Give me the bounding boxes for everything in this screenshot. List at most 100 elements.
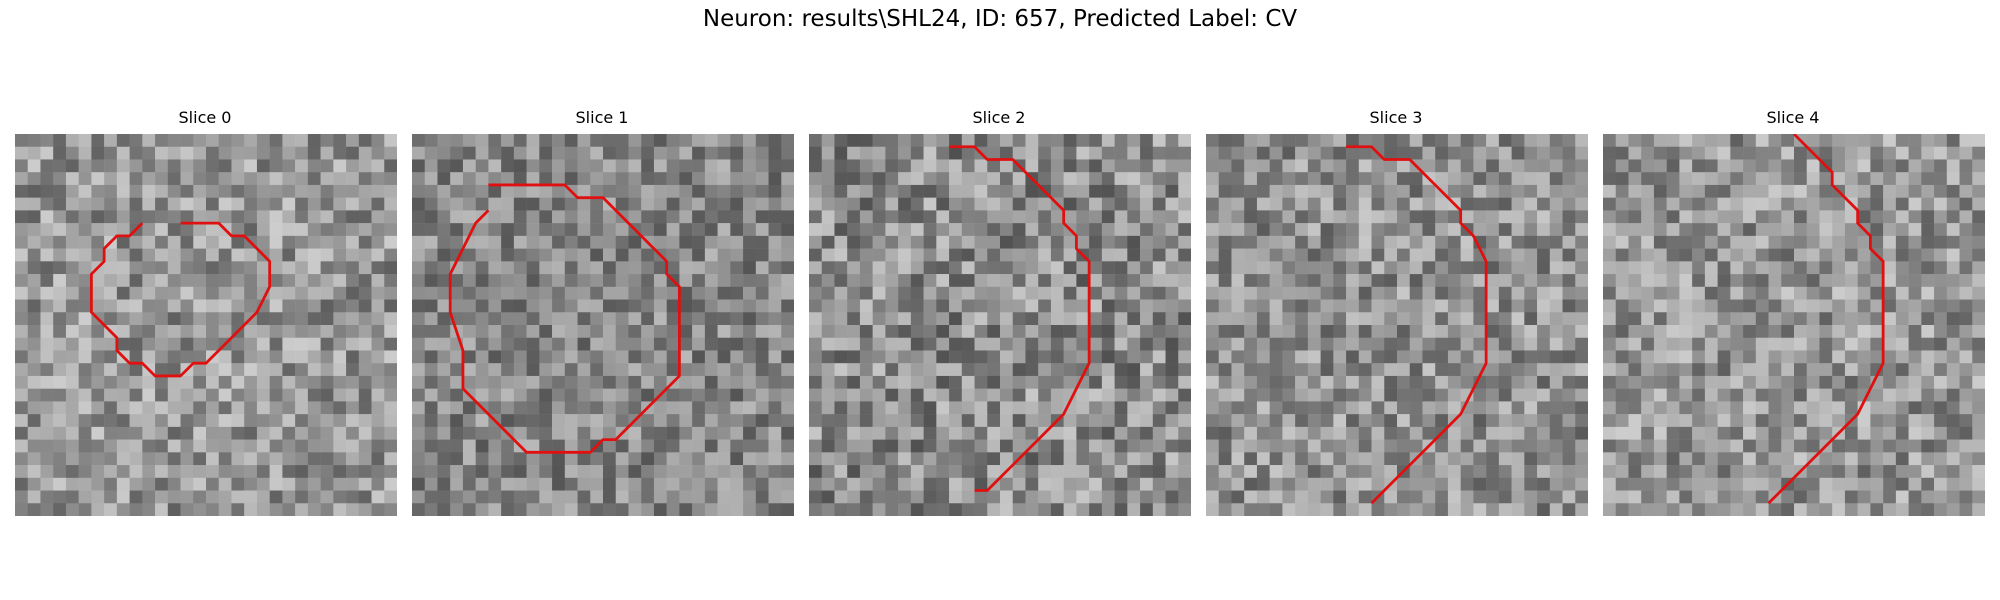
pixel: [1346, 172, 1360, 186]
pixel: [615, 503, 629, 516]
pixel: [358, 465, 372, 479]
pixel: [1320, 465, 1334, 479]
pixel: [987, 337, 1001, 351]
pixel: [1895, 401, 1909, 415]
pixel: [974, 286, 988, 300]
pixel: [898, 197, 912, 211]
pixel: [781, 490, 794, 504]
pixel: [1946, 223, 1960, 237]
pixel: [475, 312, 489, 326]
pixel: [872, 134, 886, 147]
pixel: [898, 350, 912, 364]
pixel: [384, 223, 397, 237]
pixel: [781, 312, 794, 326]
pixel: [78, 261, 92, 275]
pixel: [1511, 325, 1525, 338]
pixel: [269, 184, 283, 198]
pixel: [155, 325, 169, 338]
pixel: [1050, 337, 1064, 351]
pixel: [1755, 477, 1769, 491]
pixel: [717, 375, 731, 389]
pixel: [1447, 350, 1461, 364]
pixel: [1473, 388, 1487, 402]
pixel: [1806, 159, 1820, 173]
pixel: [78, 210, 92, 224]
pixel: [1857, 503, 1871, 516]
pixel: [653, 312, 667, 326]
pixel: [936, 503, 950, 516]
pixel: [755, 375, 769, 389]
pixel: [821, 401, 835, 415]
pixel: [768, 312, 782, 326]
pixel: [936, 375, 950, 389]
pixel: [65, 325, 79, 338]
pixel: [1511, 299, 1525, 313]
pixel: [1089, 388, 1103, 402]
pixel: [1794, 197, 1807, 211]
pixel: [910, 134, 924, 147]
pixel: [1946, 299, 1960, 313]
pixel: [768, 503, 782, 516]
pixel: [193, 261, 207, 275]
pixel: [949, 503, 963, 516]
pixel: [1870, 274, 1884, 288]
pixel: [40, 503, 54, 516]
pixel: [781, 172, 794, 186]
pixel: [834, 363, 848, 377]
pixel: [1844, 465, 1858, 479]
pixel: [1422, 363, 1436, 377]
pixel: [1282, 146, 1296, 160]
pixel: [450, 184, 464, 198]
pixel: [40, 172, 54, 186]
pixel: [743, 223, 757, 237]
pixel: [603, 172, 616, 186]
pixel: [1000, 414, 1013, 428]
pixel: [1653, 325, 1667, 338]
pixel: [1346, 299, 1360, 313]
pixel: [1615, 388, 1629, 402]
pixel: [1959, 465, 1973, 479]
pixel: [1730, 439, 1744, 453]
pixel: [653, 223, 667, 237]
pixel: [1244, 274, 1258, 288]
pixel: [488, 210, 502, 224]
pixel: [590, 184, 604, 198]
pixel: [526, 184, 540, 198]
pixel: [1666, 134, 1680, 147]
pixel: [1679, 337, 1693, 351]
pixel: [180, 426, 194, 440]
pixel: [1908, 299, 1922, 313]
pixel: [1844, 452, 1858, 466]
pixel: [1025, 159, 1039, 173]
pixel: [1641, 363, 1655, 377]
pixel: [346, 490, 360, 504]
pixel: [371, 401, 385, 415]
pixel: [1333, 274, 1347, 288]
pixel: [1806, 261, 1820, 275]
pixel: [1549, 350, 1563, 364]
pixel: [1794, 477, 1807, 491]
pixel: [603, 350, 616, 364]
pixel: [384, 350, 397, 364]
pixel: [256, 337, 270, 351]
pixel: [1422, 401, 1436, 415]
pixel: [577, 172, 591, 186]
pixel: [1819, 350, 1833, 364]
pixel: [679, 426, 693, 440]
pixel: [295, 325, 309, 338]
pixel: [1114, 184, 1128, 198]
pixel: [1603, 503, 1616, 516]
pixel: [1653, 503, 1667, 516]
pixel: [755, 503, 769, 516]
pixel: [513, 172, 527, 186]
pixel: [1409, 312, 1423, 326]
pixel: [27, 388, 41, 402]
pixel: [974, 248, 988, 262]
pixel: [180, 477, 194, 491]
pixel: [1282, 299, 1296, 313]
pixel: [1346, 210, 1360, 224]
pixel: [1692, 350, 1706, 364]
pixel: [180, 312, 194, 326]
pixel: [1641, 210, 1655, 224]
pixel: [218, 388, 232, 402]
